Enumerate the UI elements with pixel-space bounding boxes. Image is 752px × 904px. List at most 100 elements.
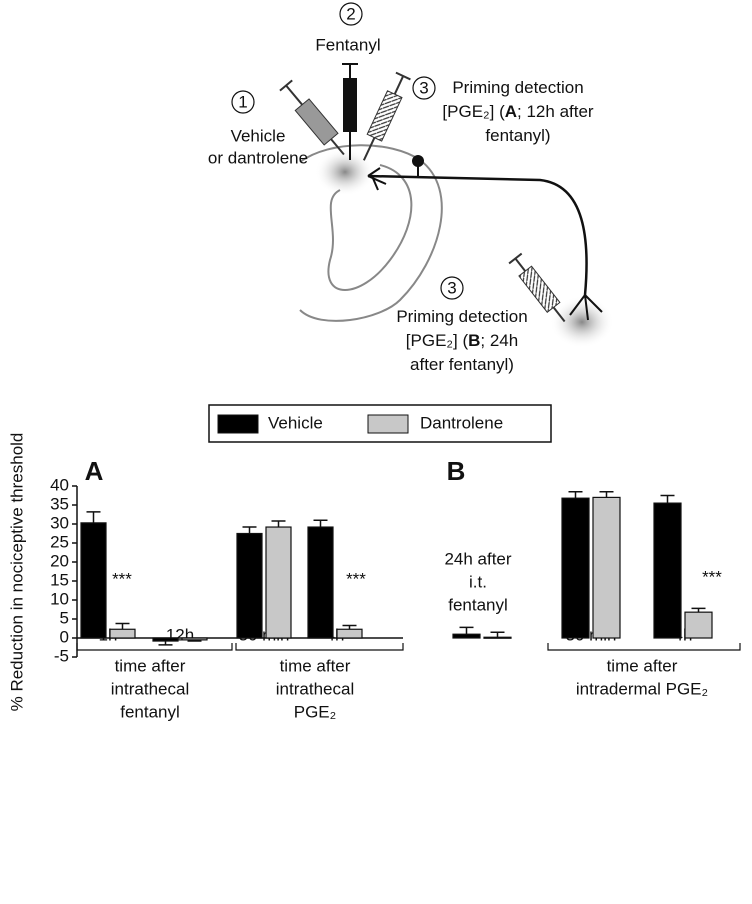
text-part: A [505,102,517,121]
text-part: Priming detection [396,307,527,326]
legend-swatch [367,414,409,434]
legend-swatch [217,414,259,434]
group-label: intrathecal [111,679,189,698]
annotation: *** [112,569,132,588]
step-number: 3 [419,78,428,97]
panel-label: B [447,456,466,486]
syringe-vehicle [279,79,345,156]
glow [550,296,614,348]
bar [307,526,334,639]
step-label: Priming detection [452,78,583,97]
step-label: Vehicle [231,126,286,145]
group-label: fentanyl [120,702,180,721]
panel-label: A [85,456,104,486]
step-circle [339,2,363,26]
bar [265,526,292,639]
bar [336,628,363,639]
error-bar [242,526,257,534]
diagram: 1 Vehicle or dantrolene 2 Fentanyl 3 Pri… [208,2,614,374]
y-tick-label: -5 [54,646,69,665]
y-tick-label: 35 [50,494,69,513]
y-tick-label: 30 [50,513,69,532]
bar [653,502,682,639]
text-part: B [468,331,480,350]
bar [181,637,208,641]
error-bar [115,622,130,630]
error-bar [691,607,706,613]
y-tick-label: 10 [50,589,69,608]
error-bar [187,639,202,642]
step-label: or dantrolene [208,148,308,167]
bar [152,637,179,642]
error-bar [459,626,474,635]
neuron [367,174,588,296]
soma [412,155,424,167]
group-label: time after [115,656,186,675]
annotation: i.t. [469,572,487,591]
step-label: Fentanyl [315,35,380,54]
error-bar [490,631,505,638]
bar [561,497,590,639]
text-part: after fentanyl) [410,355,514,374]
step-label: after fentanyl) [410,355,514,374]
syringe-fentanyl [342,63,358,160]
text-part: [PGE₂] ( [406,331,469,350]
step-label: [PGE₂] (A; 12h after [442,102,594,121]
y-tick-label: 40 [50,475,69,494]
y-axis-label: % Reduction in nociceptive threshold [7,433,26,712]
group-bracket [76,643,233,651]
legend-label: Dantrolene [420,413,503,432]
annotation: *** [346,569,366,588]
text-part: ; 24h [480,331,518,350]
step-number: 3 [447,278,456,297]
text-part: Priming detection [452,78,583,97]
error-bar [342,624,357,630]
text-part: ; 12h after [517,102,594,121]
error-bar [86,511,101,523]
y-tick-label: 5 [60,608,69,627]
text-part: [PGE₂] ( [442,102,505,121]
error-bar [158,641,173,646]
syringe-pge2 [362,71,411,161]
annotation: *** [702,567,722,586]
step-label: [PGE₂] (B; 24h [406,331,518,350]
group-bracket [547,643,741,651]
group-label: time after [607,656,678,675]
bar [452,633,481,639]
bar [483,636,512,639]
group-label: intrathecal [276,679,354,698]
step-label: fentanyl) [485,126,550,145]
legend-label: Vehicle [268,413,323,432]
spinal-outline [299,144,443,322]
y-tick-label: 20 [50,551,69,570]
syringe-pge2-paw [508,252,566,323]
bar [684,611,713,639]
annotation: fentanyl [448,595,508,614]
step-circle [412,76,436,100]
text-part: fentanyl) [485,126,550,145]
y-tick-label: 0 [60,627,69,646]
y-tick-label: 25 [50,532,69,551]
annotation: 24h after [444,549,511,568]
error-bar [568,490,583,499]
grey-matter [327,164,413,291]
error-bar [313,519,328,528]
error-bar [660,494,675,504]
terminals [367,167,603,321]
group-bracket [235,643,404,651]
bar [592,496,621,639]
step-label: Priming detection [396,307,527,326]
bar [109,628,136,639]
step-circle [231,90,255,114]
group-label: PGE₂ [294,702,337,721]
glow [315,148,375,196]
step-number: 2 [346,4,355,23]
step-number: 1 [238,92,247,111]
bar [236,532,263,639]
group-label: time after [280,656,351,675]
bar [80,522,107,639]
group-label: intradermal PGE₂ [576,679,708,698]
error-bar [271,520,286,528]
